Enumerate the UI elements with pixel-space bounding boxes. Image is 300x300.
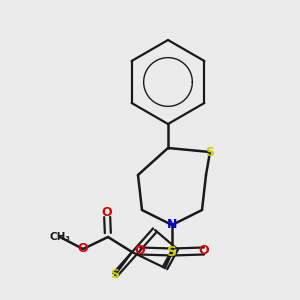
Text: CH₃: CH₃	[50, 232, 70, 242]
Text: S: S	[167, 245, 177, 259]
Text: N: N	[167, 218, 177, 232]
Text: S: S	[206, 146, 214, 158]
Text: O: O	[78, 242, 88, 256]
Text: O: O	[102, 206, 112, 220]
Text: O: O	[135, 244, 145, 257]
Text: O: O	[199, 244, 209, 257]
Text: S: S	[110, 268, 119, 281]
